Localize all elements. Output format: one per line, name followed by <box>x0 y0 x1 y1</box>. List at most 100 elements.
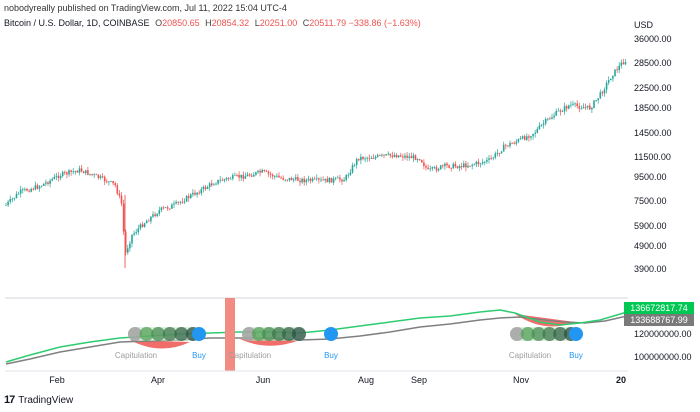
footer-brand[interactable]: 17 TradingView <box>4 394 73 406</box>
candle-body <box>32 188 35 190</box>
candle-body <box>145 220 148 224</box>
candle-body <box>232 175 234 179</box>
candle-body <box>381 154 383 156</box>
candle-body <box>68 170 70 175</box>
capitulation-label: Capitulation <box>229 351 271 360</box>
candle-body <box>364 158 366 160</box>
published-info: nobodyreally published on TradingView.co… <box>4 3 287 13</box>
price-tick-label: 5900.00 <box>634 221 667 231</box>
candle-body <box>263 170 266 171</box>
candle-body <box>368 157 371 159</box>
candle-body <box>448 165 450 168</box>
candle-body <box>446 163 448 166</box>
candle-body <box>55 175 58 177</box>
price-tick-label: 9500.00 <box>634 172 667 182</box>
candle-body <box>5 204 7 206</box>
candle-body <box>404 155 406 158</box>
candle-body <box>108 181 110 183</box>
candle-body <box>559 110 562 112</box>
candle-body <box>437 169 440 171</box>
candle-body <box>326 178 329 183</box>
candle-body <box>227 177 230 179</box>
candle-body <box>460 166 463 168</box>
candle-body <box>208 183 211 187</box>
candle-body <box>276 175 278 177</box>
candle-body <box>101 176 104 178</box>
candle-body <box>9 198 11 202</box>
price-tick-label: 14500.00 <box>634 128 672 138</box>
tradingview-logo-icon: 17 <box>4 394 15 406</box>
signal-dot <box>542 327 557 341</box>
candle-body <box>316 178 318 180</box>
candle-body <box>106 181 108 183</box>
candle-body <box>261 170 263 173</box>
time-axis[interactable]: Feb Apr Jun Aug Sep Nov 20 <box>5 370 628 385</box>
candle-body <box>181 201 184 203</box>
candle-body <box>267 171 270 174</box>
candle-body <box>494 153 497 158</box>
time-tick-label: Sep <box>411 375 427 385</box>
indicator-pane: Capitulation Buy Capitulation Buy Capitulati… <box>5 298 628 371</box>
candle-body <box>190 194 192 198</box>
candle-body <box>599 92 602 99</box>
candle-body <box>219 179 221 181</box>
change-value: −338.86 (−1.63%) <box>348 18 421 28</box>
candle-body <box>211 183 213 186</box>
candle-body <box>576 103 578 107</box>
candle-body <box>515 141 518 144</box>
candle-body <box>221 179 224 181</box>
candle-body <box>521 136 524 139</box>
candle-body <box>624 62 627 65</box>
candle-body <box>475 161 478 165</box>
candle-body <box>160 207 163 211</box>
candle-body <box>26 188 28 191</box>
candle-body <box>118 193 121 196</box>
candle-body <box>616 69 618 71</box>
candle-body <box>95 174 98 176</box>
candle-body <box>528 136 530 138</box>
candle-body <box>505 144 507 146</box>
price-tick-label: 4900.00 <box>634 241 667 251</box>
low-label: L <box>254 18 260 28</box>
candle-body <box>185 195 188 202</box>
price-tick-label: 22500.00 <box>634 83 672 93</box>
green-value-line <box>5 309 628 363</box>
candle-body <box>595 100 597 101</box>
candle-body <box>435 167 438 171</box>
candle-body <box>509 142 511 147</box>
candle-body <box>389 153 392 156</box>
candle-body <box>544 119 547 124</box>
candle-body <box>442 165 444 167</box>
time-tick-label: 20 <box>616 375 626 385</box>
candle-body <box>148 220 150 222</box>
candle-body <box>414 155 417 160</box>
time-tick-label: Jun <box>256 375 271 385</box>
candle-body <box>458 166 461 169</box>
candle-body <box>374 156 377 159</box>
candle-body <box>91 173 93 175</box>
candle-body <box>305 179 308 183</box>
candle-body <box>423 162 425 167</box>
price-axis[interactable]: 36000.00 28500.00 22500.00 18500.00 14500.00… <box>634 34 692 362</box>
signal-dot <box>139 327 154 341</box>
symbol-label[interactable]: Bitcoin / U.S. Dollar, 1D, COINBASE <box>4 18 150 28</box>
candle-body <box>38 186 41 189</box>
candle-body <box>471 164 473 166</box>
candle-body <box>563 106 566 112</box>
time-tick-label: Apr <box>151 375 165 385</box>
candle-body <box>343 179 345 182</box>
candle-body <box>486 159 488 162</box>
candle-body <box>122 203 125 232</box>
candle-body <box>366 157 368 159</box>
candle-body <box>143 223 146 227</box>
candle-body <box>301 178 303 183</box>
candle-body <box>542 123 545 125</box>
ohlc-legend: Bitcoin / U.S. Dollar, 1D, COINBASE O208… <box>4 18 421 28</box>
signal-dot <box>151 327 166 341</box>
candle-body <box>395 155 398 158</box>
candle-body <box>244 176 247 179</box>
candle-body <box>479 163 482 165</box>
candle-body <box>290 177 293 181</box>
candle-body <box>376 154 379 157</box>
